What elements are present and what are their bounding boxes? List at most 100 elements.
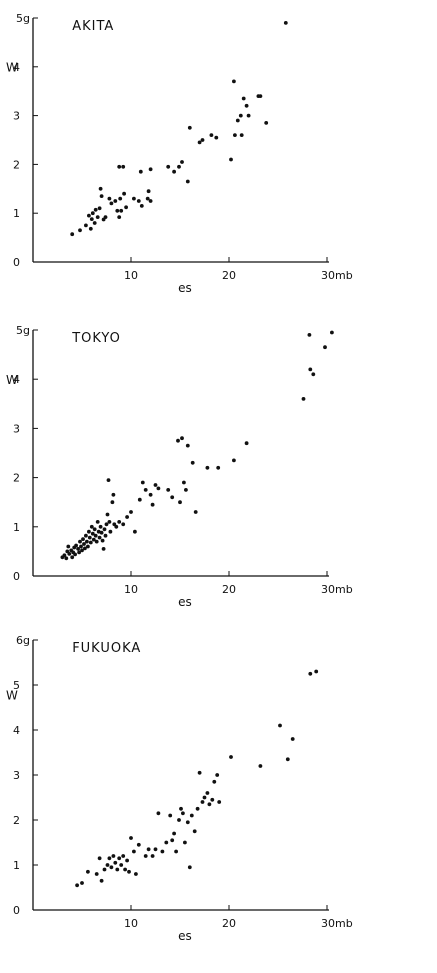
data-point [200, 800, 205, 804]
x-tick-label: 10 [124, 917, 138, 930]
data-point [115, 867, 120, 872]
data-point [110, 500, 115, 505]
y-tick-label: 3 [13, 110, 20, 123]
x-axis-label: es [178, 281, 192, 295]
data-point [229, 755, 233, 759]
data-point [238, 113, 243, 118]
y-tick-label: 1 [13, 521, 20, 534]
chart-title: AKITA [72, 19, 114, 34]
x-tick-label: 20 [222, 583, 236, 596]
data-point [109, 865, 114, 870]
data-point [136, 199, 141, 203]
data-point [99, 878, 104, 883]
data-point [66, 544, 71, 549]
data-point [150, 502, 155, 507]
data-point [74, 543, 78, 548]
data-point [79, 544, 83, 549]
data-point [178, 500, 182, 505]
data-point [98, 186, 103, 191]
data-point [121, 854, 126, 858]
data-point [217, 800, 222, 804]
data-point [189, 813, 194, 818]
data-point [95, 520, 100, 524]
data-point [210, 797, 215, 802]
data-point [258, 94, 263, 98]
data-point [89, 524, 94, 529]
data-point [330, 330, 334, 335]
y-tick-label: 1 [13, 859, 20, 872]
data-point [233, 133, 237, 138]
y-axis-label: W [6, 61, 18, 75]
data-point [121, 164, 126, 169]
data-point [164, 840, 169, 845]
chart-panel-2: 0 1 2 3 4 5 6g 10 20 30mb es W FUKUOKA [6, 634, 353, 943]
data-point [207, 802, 212, 807]
data-point [90, 531, 95, 536]
data-point [143, 854, 148, 858]
data-point [125, 858, 129, 863]
y-tick-label: 3 [13, 769, 20, 782]
data-point [232, 458, 236, 463]
data-point [95, 215, 100, 220]
data-point [143, 488, 148, 492]
data-point [174, 849, 179, 854]
data-point [246, 113, 251, 118]
data-point [113, 860, 118, 865]
data-point [81, 537, 85, 541]
chart-panel-1: 0 1 2 3 4 5g 10 20 30mb es W TOKYO [6, 324, 353, 609]
data-point [70, 555, 75, 560]
data-point [88, 226, 93, 231]
data-point [132, 196, 136, 201]
data-point [101, 547, 106, 551]
x-axis-label: es [178, 595, 192, 609]
data-point [278, 723, 282, 728]
data-point [77, 550, 81, 555]
data-point [119, 208, 124, 213]
data-point [229, 157, 233, 162]
data-point [314, 669, 319, 674]
y-axis-label: W [6, 688, 18, 702]
data-point [122, 191, 126, 196]
data-point [193, 510, 198, 514]
data-point [153, 483, 158, 487]
data-point [258, 764, 263, 768]
data-point [103, 533, 108, 538]
data-point [87, 213, 91, 218]
data-point [67, 552, 72, 556]
data-point [170, 838, 175, 843]
data-point [172, 831, 177, 836]
data-point [307, 333, 312, 337]
data-point [82, 542, 86, 546]
data-point [195, 806, 200, 811]
data-point [301, 397, 306, 401]
data-point [232, 79, 236, 84]
data-point [83, 546, 87, 551]
data-point [311, 372, 316, 377]
data-point [92, 221, 97, 225]
data-point [185, 443, 190, 448]
data-point [290, 737, 295, 741]
data-point [166, 488, 171, 492]
data-point [93, 207, 98, 212]
data-point [187, 125, 192, 130]
x-end-label: 30mb [321, 583, 353, 596]
y-tick-label: 4 [13, 724, 20, 737]
data-point [156, 486, 161, 491]
y-tick-label: 4 [13, 61, 20, 74]
data-point [216, 465, 221, 470]
data-point [146, 847, 151, 852]
y-tick-label: 5 [13, 679, 20, 692]
y-tick-label: 0 [13, 570, 20, 583]
data-point [92, 527, 97, 532]
x-tick-label: 10 [124, 583, 138, 596]
data-point [62, 553, 67, 558]
data-point [129, 510, 133, 514]
data-point [244, 441, 249, 446]
data-point [170, 495, 175, 500]
x-end-label: 30mb [321, 917, 353, 930]
data-point [76, 547, 80, 551]
data-point [93, 533, 98, 538]
x-end-label: 30mb [321, 269, 353, 282]
data-point [153, 847, 158, 852]
data-point [119, 863, 124, 867]
